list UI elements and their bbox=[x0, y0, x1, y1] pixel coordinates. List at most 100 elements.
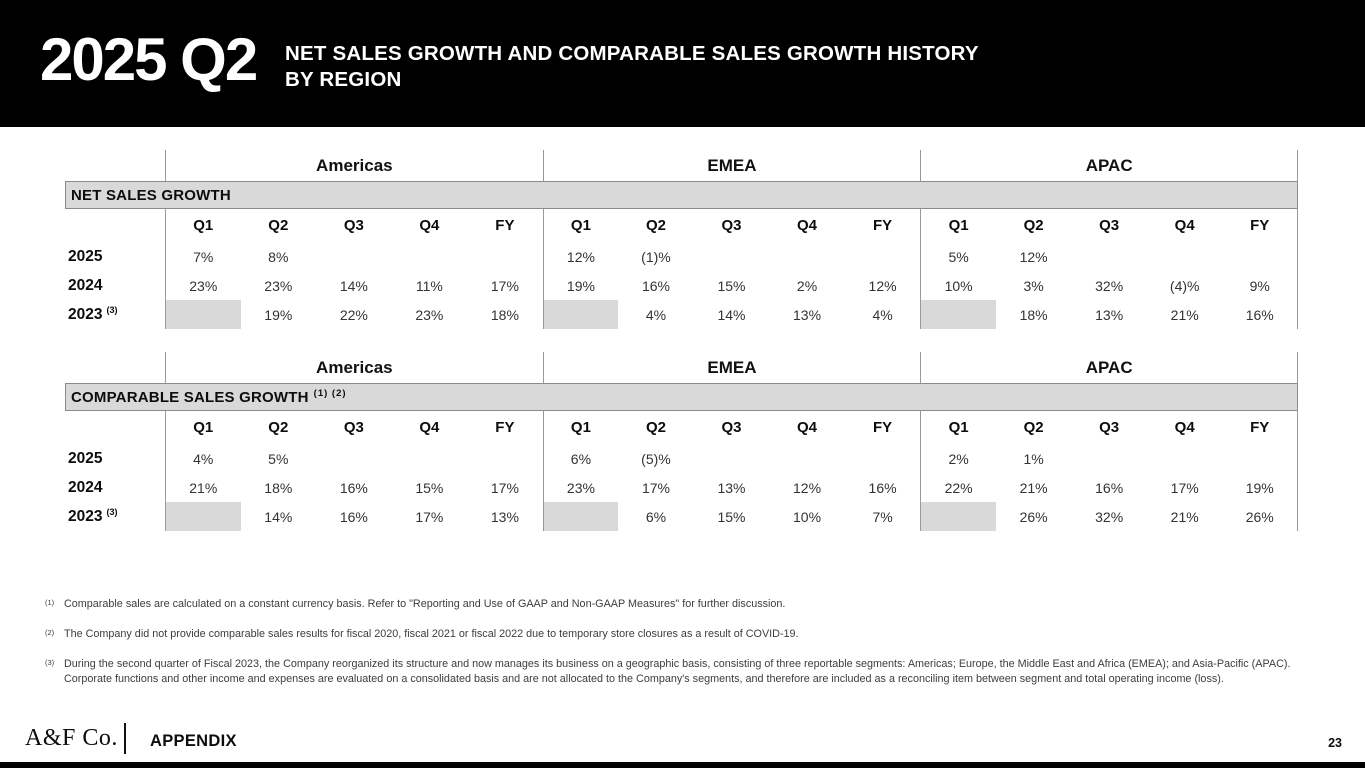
data-cell bbox=[316, 242, 392, 271]
section-bar: NET SALES GROWTH bbox=[65, 181, 1298, 209]
shaded-cell bbox=[165, 502, 241, 531]
data-cell: 17% bbox=[1170, 479, 1199, 496]
quarter-header: Q3 bbox=[343, 217, 364, 234]
quarter-header: Q3 bbox=[721, 419, 742, 436]
data-cell: 6% bbox=[542, 444, 619, 473]
data-cell: 16% bbox=[868, 479, 897, 496]
data-cell: 13% bbox=[490, 508, 519, 525]
data-cell: 13% bbox=[717, 479, 746, 496]
data-cell: 17% bbox=[490, 277, 519, 294]
year-text: 2024 bbox=[68, 478, 103, 496]
data-cell: 16% bbox=[339, 479, 368, 496]
table-row: 2025 7% 8% 12% (1)% 5% 12% bbox=[65, 242, 1298, 271]
data-cell bbox=[1222, 444, 1298, 473]
data-cell bbox=[694, 444, 770, 473]
comparable-sales-growth-table: Americas EMEA APAC COMPARABLE SALES GROWTH (… bbox=[65, 352, 1298, 531]
data-cell: 10% bbox=[920, 271, 996, 300]
footnote-text: During the second quarter of Fiscal 2023… bbox=[64, 658, 1291, 685]
quarter-header: FY bbox=[872, 217, 893, 234]
data-cell: 12% bbox=[793, 479, 822, 496]
row-label-spacer bbox=[65, 411, 165, 444]
data-cell: 21% bbox=[1019, 479, 1048, 496]
data-cell: 21% bbox=[1170, 306, 1199, 323]
region-header-row: Americas EMEA APAC bbox=[65, 150, 1298, 181]
data-cell: 26% bbox=[1019, 508, 1048, 525]
quarter-header-row: Q1 Q2 Q3 Q4 FY Q1 Q2 Q3 Q4 FY Q1 Q2 Q3 Q4 FY bbox=[65, 411, 1298, 444]
data-cell: 22% bbox=[339, 306, 368, 323]
region-title: EMEA bbox=[542, 352, 921, 383]
data-cell bbox=[392, 242, 468, 271]
quarter-header: Q2 bbox=[645, 419, 666, 436]
data-cell: 12% bbox=[1019, 248, 1048, 265]
data-cell: 15% bbox=[717, 277, 746, 294]
quarter-header: Q3 bbox=[721, 217, 742, 234]
data-cell: 19% bbox=[1222, 473, 1298, 502]
data-cell: (4)% bbox=[1169, 277, 1200, 294]
quarter-header: FY bbox=[495, 217, 515, 234]
section-footnote-refs: (1) (2) bbox=[313, 388, 347, 399]
data-cell: 19% bbox=[542, 271, 619, 300]
slide-tag: 2025 Q2 bbox=[40, 26, 258, 93]
region-title: Americas bbox=[165, 352, 543, 383]
data-cell bbox=[467, 242, 543, 271]
data-cell bbox=[769, 444, 845, 473]
data-cell: 4% bbox=[165, 444, 241, 473]
quarter-header: Q1 bbox=[920, 411, 996, 444]
data-cell: 19% bbox=[264, 306, 293, 323]
region-header-row: Americas EMEA APAC bbox=[65, 352, 1298, 383]
data-cell: 18% bbox=[264, 479, 293, 496]
year-text: 2025 bbox=[68, 247, 103, 265]
quarter-header: Q4 bbox=[419, 217, 440, 234]
data-cell: 8% bbox=[268, 248, 289, 265]
data-cell: 5% bbox=[268, 450, 289, 467]
net-sales-growth-table: Americas EMEA APAC NET SALES GROWTH Q1 Q2 Q3 Q4… bbox=[65, 150, 1298, 329]
page-number: 23 bbox=[1328, 736, 1342, 750]
data-cell bbox=[845, 242, 921, 271]
data-cell: 16% bbox=[641, 277, 670, 294]
bottom-black-strip bbox=[0, 762, 1365, 768]
data-cell bbox=[392, 444, 468, 473]
data-cell: 13% bbox=[793, 306, 822, 323]
data-cell: 6% bbox=[645, 508, 667, 525]
quarter-header: Q2 bbox=[1023, 419, 1044, 436]
quarter-header: Q4 bbox=[797, 419, 818, 436]
region-title: EMEA bbox=[542, 150, 921, 181]
data-cell: 21% bbox=[1170, 508, 1199, 525]
data-cell: 4% bbox=[872, 306, 893, 323]
footnote: (1) Comparable sales are calculated on a … bbox=[45, 597, 1293, 612]
footnote-marker: (2) bbox=[45, 628, 55, 637]
data-cell bbox=[1222, 242, 1298, 271]
data-cell bbox=[467, 444, 543, 473]
data-cell: 11% bbox=[415, 277, 443, 294]
slide-title: NET SALES GROWTH AND COMPARABLE SALES GR… bbox=[285, 41, 979, 93]
data-cell: 16% bbox=[339, 508, 368, 525]
data-cell: 14% bbox=[717, 306, 746, 323]
data-cell: 7% bbox=[165, 242, 241, 271]
brand-logo: A&F Co. bbox=[25, 725, 118, 751]
quarter-header: Q2 bbox=[268, 419, 289, 436]
year-text: 2023 bbox=[68, 305, 103, 323]
data-cell: 13% bbox=[1095, 306, 1124, 323]
data-cell: 23% bbox=[542, 473, 619, 502]
quarter-header: Q2 bbox=[1023, 217, 1044, 234]
table-row: 2024 21% 18% 16% 15% 17% 23% 17% 13% 12% 16% 22% 21%… bbox=[65, 473, 1298, 502]
data-cell: 15% bbox=[415, 479, 444, 496]
region-spacer bbox=[65, 352, 165, 383]
region-title: APAC bbox=[920, 150, 1298, 181]
quarter-header: FY bbox=[1222, 411, 1298, 444]
slide-title-line-1: NET SALES GROWTH AND COMPARABLE SALES GR… bbox=[285, 42, 979, 65]
data-cell: 21% bbox=[165, 473, 241, 502]
section-label: NET SALES GROWTH bbox=[71, 187, 231, 204]
data-cell: 3% bbox=[1023, 277, 1044, 294]
year-text: 2025 bbox=[68, 449, 103, 467]
quarter-header-row: Q1 Q2 Q3 Q4 FY Q1 Q2 Q3 Q4 FY Q1 Q2 Q3 Q4 FY bbox=[65, 209, 1298, 242]
data-cell: 14% bbox=[339, 277, 368, 294]
year-label: 2024 bbox=[65, 271, 165, 300]
data-cell bbox=[769, 242, 845, 271]
row-label-spacer bbox=[65, 209, 165, 242]
table-row: 2025 4% 5% 6% (5)% 2% 1% bbox=[65, 444, 1298, 473]
data-cell: 23% bbox=[165, 271, 241, 300]
data-cell: 2% bbox=[920, 444, 996, 473]
quarter-header: Q1 bbox=[165, 209, 241, 242]
data-cell: 16% bbox=[1222, 300, 1298, 329]
